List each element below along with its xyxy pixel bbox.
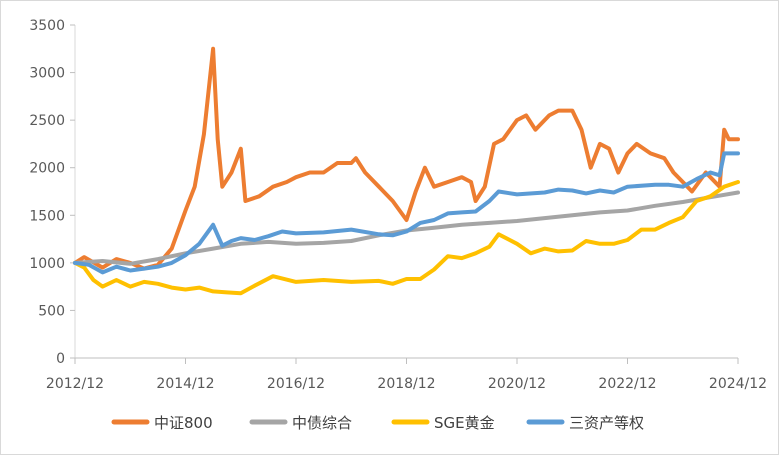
x-tick-label: 2016/12 xyxy=(267,376,325,392)
y-tick-label: 0 xyxy=(56,351,65,367)
y-tick-label: 3500 xyxy=(29,18,65,34)
y-tick-label: 500 xyxy=(38,303,65,319)
y-tick-label: 2500 xyxy=(29,113,65,129)
x-tick-label: 2022/12 xyxy=(598,376,656,392)
x-tick-label: 2018/12 xyxy=(377,376,435,392)
x-tick-label: 2012/12 xyxy=(46,376,104,392)
series-line-3 xyxy=(73,180,740,296)
series-line-1 xyxy=(73,46,740,271)
y-tick-label: 3000 xyxy=(29,66,65,82)
y-tick-label: 1000 xyxy=(29,256,65,272)
x-tick-label: 2024/12 xyxy=(709,376,767,392)
y-tick-label: 2000 xyxy=(29,161,65,177)
legend-label-2: 中债综合 xyxy=(292,414,352,432)
legend-label-4: 三资产等权 xyxy=(569,414,644,432)
y-tick-label: 1500 xyxy=(29,208,65,224)
series-line-2 xyxy=(73,190,740,266)
legend-label-3: SGE黄金 xyxy=(434,414,495,432)
x-tick-label: 2014/12 xyxy=(156,376,214,392)
legend-label-1: 中证800 xyxy=(154,414,213,432)
series-line-4 xyxy=(73,151,740,275)
x-tick-label: 2020/12 xyxy=(488,376,546,392)
